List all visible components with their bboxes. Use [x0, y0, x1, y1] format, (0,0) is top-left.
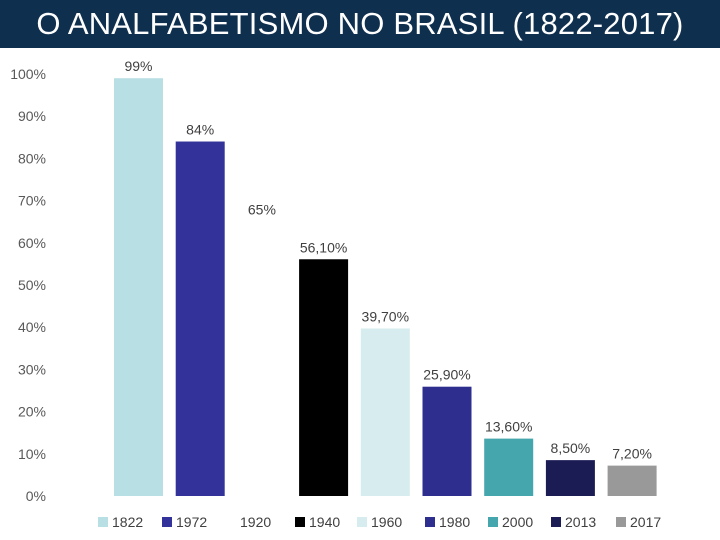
data-label-1980: 25,90% [423, 367, 470, 383]
bar-1960 [360, 328, 410, 496]
legend-label-1822: 1822 [112, 514, 143, 530]
data-label-1920: 65% [248, 202, 276, 218]
y-tick-label: 90% [18, 108, 46, 124]
y-tick-label: 40% [18, 319, 46, 335]
y-axis: 0% 10% 20% 30% 40% 50% 60% 70% 80% 90% 100% [10, 66, 46, 504]
bar-1940 [299, 259, 349, 496]
bars [114, 78, 657, 496]
legend-swatch-1940 [295, 517, 305, 527]
legend-label-1960: 1960 [371, 514, 402, 530]
y-tick-label: 80% [18, 150, 46, 166]
bar-1980 [422, 386, 472, 496]
data-label-1960: 39,70% [362, 308, 409, 324]
y-tick-label: 0% [26, 488, 46, 504]
y-tick-label: 20% [18, 404, 46, 420]
legend-swatch-1960 [357, 517, 367, 527]
data-label-2013: 8,50% [551, 440, 591, 456]
data-label-1940: 56,10% [300, 239, 347, 255]
title-bar: O ANALFABETISMO NO BRASIL (1822-2017) [0, 0, 720, 48]
legend-label-2000: 2000 [502, 514, 533, 530]
y-tick-label: 60% [18, 235, 46, 251]
y-tick-label: 10% [18, 446, 46, 462]
legend-swatch-2000 [488, 517, 498, 527]
bar-1920 [237, 221, 287, 496]
legend-label-1920: 1920 [240, 514, 271, 530]
data-label-2000: 13,60% [485, 419, 532, 435]
legend-label-1940: 1940 [309, 514, 340, 530]
bar-2017 [607, 465, 657, 496]
data-label-1972: 84% [186, 122, 214, 138]
legend-swatch-1822 [98, 517, 108, 527]
data-labels: 99% 84% 65% 56,10% 39,70% 25,90% 13,60% 8,50% 7,… [124, 58, 651, 461]
legend-label-2017: 2017 [630, 514, 661, 530]
legend-label-1972: 1972 [176, 514, 207, 530]
legend-swatch-2017 [616, 517, 626, 527]
legend-label-2013: 2013 [565, 514, 596, 530]
page-title: O ANALFABETISMO NO BRASIL (1822-2017) [36, 6, 684, 41]
legend-swatch-1920 [226, 517, 236, 527]
legend-swatch-2013 [551, 517, 561, 527]
legend-swatch-1972 [162, 517, 172, 527]
y-tick-label: 70% [18, 193, 46, 209]
y-tick-label: 50% [18, 277, 46, 293]
data-label-2017: 7,20% [612, 446, 652, 462]
bar-1822 [114, 78, 163, 496]
bar-2000 [484, 438, 534, 496]
y-tick-label: 100% [10, 66, 46, 82]
legend-swatch-1980 [425, 517, 435, 527]
y-tick-label: 30% [18, 361, 46, 377]
data-label-1822: 99% [124, 58, 152, 74]
bar-2013 [545, 460, 595, 496]
bar-1972 [175, 141, 225, 496]
legend-label-1980: 1980 [439, 514, 470, 530]
legend: 1822 1972 1920 1940 1960 1980 2000 2013 2017 [98, 514, 661, 530]
